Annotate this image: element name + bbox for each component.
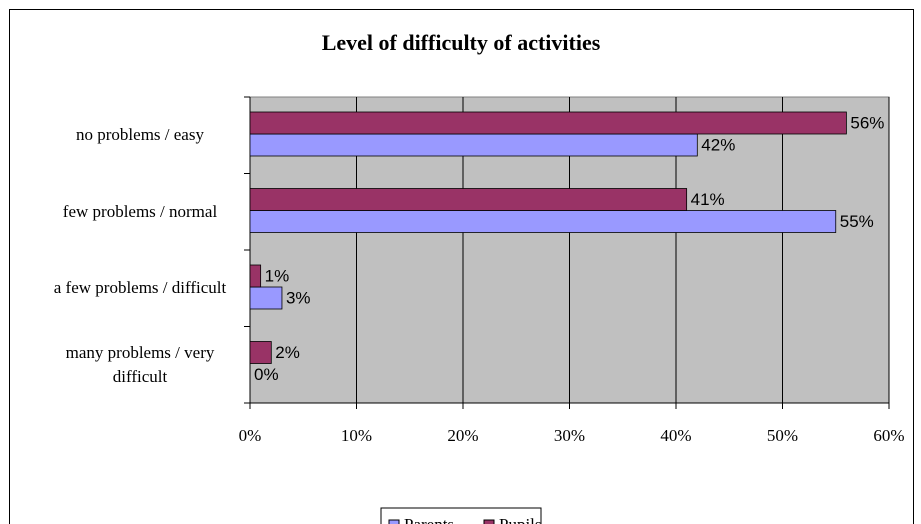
bar: [249, 341, 272, 364]
bar: [249, 264, 262, 288]
x-tick-label: 10%: [341, 426, 372, 445]
x-tick-label: 50%: [767, 426, 798, 445]
value-label: 1%: [265, 266, 290, 285]
legend-box: [380, 507, 542, 524]
value-label: 2%: [275, 343, 300, 362]
value-label: 55%: [840, 212, 874, 231]
bar: [249, 111, 847, 135]
legend-swatch: [388, 519, 400, 524]
y-tick-label: many problems / very difficult: [65, 342, 215, 386]
value-label: 56%: [850, 113, 884, 132]
value-label: 3%: [286, 288, 311, 307]
legend-label: Parents: [404, 515, 454, 524]
legend-label: Pupils: [499, 515, 542, 524]
chart-title: Level of difficulty of activities: [322, 30, 601, 55]
value-label: 42%: [701, 135, 735, 154]
y-tick-label: few problems / normal: [62, 201, 218, 221]
legend-swatch: [483, 519, 495, 524]
y-tick-label: no problems / easy: [76, 125, 204, 145]
bar: [249, 210, 837, 233]
bar: [249, 188, 688, 211]
x-tick-label: 0%: [239, 426, 262, 445]
value-label: 41%: [691, 190, 725, 209]
bar: [249, 133, 698, 157]
y-tick-label: a few problems / difficult: [53, 278, 227, 298]
value-label: 0%: [254, 365, 279, 384]
x-tick-label: 40%: [660, 426, 691, 445]
x-tick-label: 30%: [554, 426, 585, 445]
x-tick-label: 60%: [873, 426, 904, 445]
x-tick-label: 20%: [447, 426, 478, 445]
bar: [249, 286, 283, 310]
